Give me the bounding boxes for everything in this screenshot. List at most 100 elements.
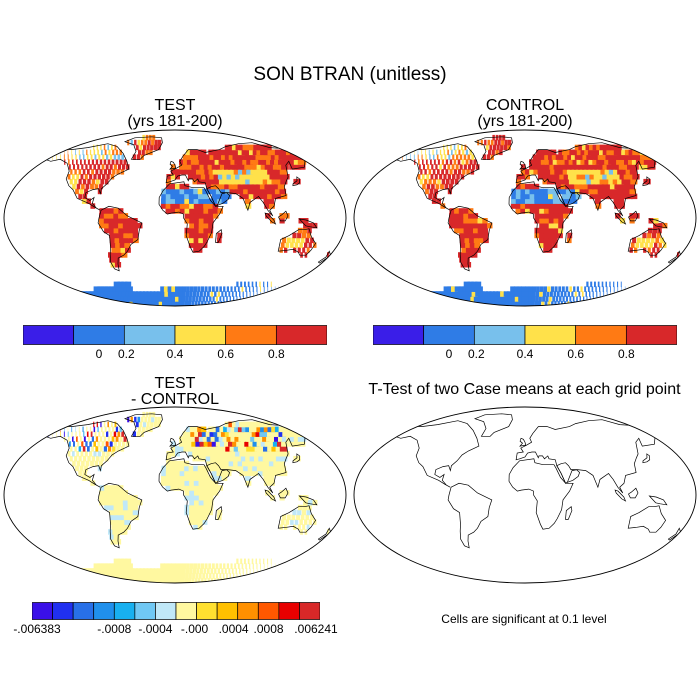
colorbar-tick-label: .006241 — [294, 622, 338, 636]
grid-cell — [108, 252, 115, 258]
grid-cell — [551, 178, 557, 185]
grid-cell — [237, 286, 240, 292]
grid-cell — [119, 242, 126, 248]
grid-cell — [84, 174, 88, 180]
grid-cell — [275, 178, 283, 185]
grid-cell — [583, 183, 590, 190]
grid-cell — [191, 446, 198, 452]
grid-cell — [254, 446, 262, 452]
grid-cell — [532, 291, 536, 297]
grid-cell — [234, 563, 237, 569]
grid-cell — [199, 291, 203, 297]
grid-cell — [114, 514, 121, 521]
grid-cell — [485, 301, 492, 306]
grid-cell — [170, 203, 176, 209]
grid-cell — [285, 519, 290, 525]
map-border — [353, 129, 697, 307]
grid-cell — [79, 431, 81, 437]
grid-cell — [102, 154, 105, 160]
grid-cell — [113, 164, 117, 170]
grid-cell — [224, 154, 231, 160]
grid-cell — [529, 164, 534, 170]
grid-cell — [443, 286, 451, 292]
grid-cell — [255, 281, 257, 288]
grid-cell — [228, 460, 235, 467]
grid-cell — [166, 451, 172, 457]
grid-cell — [112, 446, 116, 452]
coastline-borneo — [278, 487, 289, 499]
grid-cell — [184, 495, 190, 501]
grid-cell — [170, 485, 176, 491]
grid-cell — [269, 174, 277, 180]
grid-cell — [265, 213, 271, 219]
grid-cell — [592, 183, 599, 190]
grid-cell — [570, 301, 573, 306]
grid-cell — [537, 169, 543, 175]
grid-cell — [653, 218, 659, 224]
grid-cell — [198, 213, 205, 219]
colorbar-swatch — [373, 325, 425, 345]
grid-cell — [96, 568, 104, 574]
grid-cell — [246, 296, 248, 302]
grid-cell — [215, 426, 222, 433]
grid-cell — [277, 164, 285, 170]
grid-cell — [110, 539, 117, 545]
grid-cell — [432, 169, 436, 175]
coastline-southAmerica — [97, 205, 143, 272]
grid-cell — [217, 301, 220, 306]
grid-cell — [207, 568, 210, 574]
grid-cell — [548, 154, 554, 160]
grid-cell — [226, 149, 234, 156]
grid-cell — [391, 286, 402, 292]
grid-cell — [589, 144, 596, 151]
grid-cell — [123, 514, 130, 521]
grid-cell — [462, 286, 469, 292]
grid-cell — [544, 301, 548, 306]
grid-cell — [100, 421, 102, 428]
grid-cell — [76, 296, 85, 302]
grid-cell — [426, 174, 430, 180]
grid-cell — [193, 193, 199, 200]
grid-cell — [233, 578, 235, 583]
grid-cell — [458, 252, 465, 258]
grid-cell — [117, 441, 122, 447]
grid-cell — [458, 227, 465, 234]
grid-cell — [553, 291, 557, 297]
grid-cell — [620, 218, 626, 224]
grid-cell — [108, 529, 115, 535]
grid-cell — [151, 296, 156, 302]
grid-cell — [179, 164, 184, 170]
grid-cell — [146, 568, 152, 574]
grid-cell — [659, 154, 669, 160]
grid-cell — [239, 421, 246, 428]
grid-cell — [529, 198, 535, 204]
grid-cell — [75, 149, 76, 156]
grid-cell — [436, 296, 445, 302]
grid-cell — [212, 286, 215, 292]
grid-cell — [49, 286, 59, 292]
grid-cell — [544, 159, 551, 165]
grid-cell — [246, 291, 248, 297]
grid-cell — [193, 188, 199, 195]
grid-cell — [484, 296, 490, 302]
grid-cell — [167, 563, 172, 569]
grid-cell — [453, 301, 461, 306]
grid-cell — [602, 286, 604, 292]
grid-cell — [587, 286, 590, 292]
grid-cell — [193, 524, 198, 530]
grid-cell — [629, 169, 638, 175]
grid-cell — [253, 193, 260, 200]
grid-cell — [202, 465, 208, 472]
grid-cell — [467, 164, 472, 170]
grid-cell — [56, 286, 66, 292]
grid-cell — [270, 281, 272, 288]
grid-cell — [140, 416, 144, 423]
grid-cell — [437, 178, 441, 185]
grid-cell — [117, 281, 124, 288]
grid-cell — [468, 213, 474, 219]
grid-cell — [221, 568, 224, 574]
grid-cell — [427, 301, 436, 306]
grid-cell — [487, 296, 493, 302]
grid-cell — [276, 193, 283, 200]
grid-cell — [244, 475, 251, 481]
